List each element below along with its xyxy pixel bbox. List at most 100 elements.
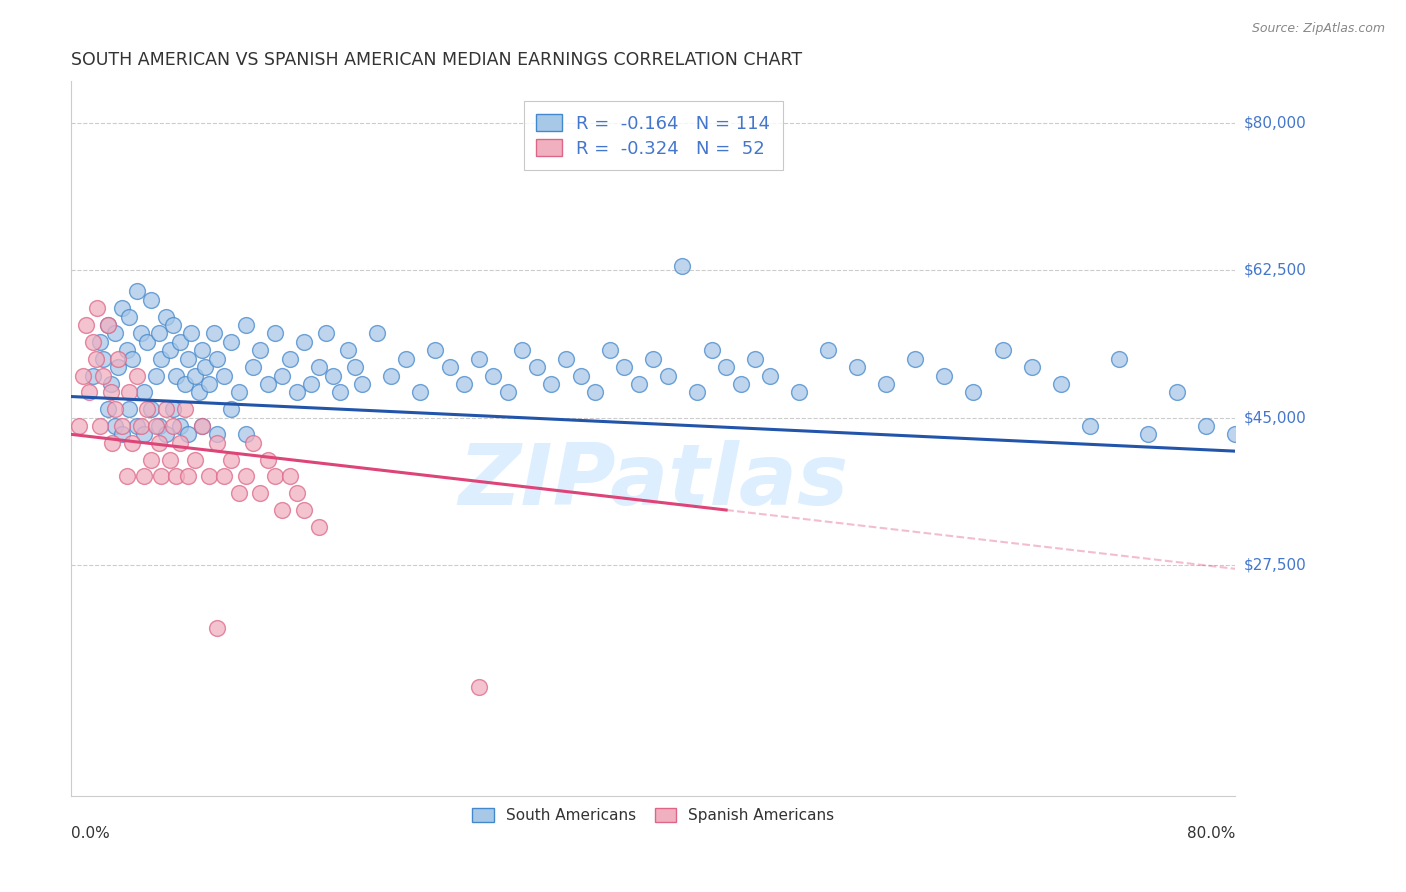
Point	[159, 343, 181, 358]
Point	[97, 318, 120, 332]
Point	[744, 351, 766, 366]
Text: ZIPatlas: ZIPatlas	[458, 440, 848, 523]
Legend: South Americans, Spanish Americans: South Americans, Spanish Americans	[465, 800, 842, 831]
Point	[934, 368, 956, 383]
Point	[991, 343, 1014, 358]
Point	[100, 376, 122, 391]
Point	[118, 402, 141, 417]
Point	[82, 334, 104, 349]
Point	[107, 360, 129, 375]
Point	[101, 435, 124, 450]
Point	[121, 435, 143, 450]
Point	[111, 301, 134, 316]
Point	[125, 419, 148, 434]
Point	[730, 376, 752, 391]
Point	[118, 310, 141, 324]
Point	[194, 360, 217, 375]
Point	[104, 326, 127, 341]
Point	[205, 435, 228, 450]
Point	[205, 621, 228, 635]
Point	[221, 334, 243, 349]
Point	[264, 326, 287, 341]
Point	[176, 469, 198, 483]
Point	[91, 368, 114, 383]
Point	[583, 385, 606, 400]
Point	[148, 419, 170, 434]
Point	[176, 427, 198, 442]
Point	[159, 452, 181, 467]
Point	[141, 452, 163, 467]
Point	[148, 435, 170, 450]
Point	[118, 385, 141, 400]
Point	[1021, 360, 1043, 375]
Point	[173, 376, 195, 391]
Point	[366, 326, 388, 341]
Point	[132, 427, 155, 442]
Point	[555, 351, 578, 366]
Point	[308, 520, 330, 534]
Point	[129, 326, 152, 341]
Point	[496, 385, 519, 400]
Point	[111, 419, 134, 434]
Point	[132, 469, 155, 483]
Point	[205, 427, 228, 442]
Point	[155, 402, 177, 417]
Point	[292, 503, 315, 517]
Point	[467, 351, 489, 366]
Point	[249, 486, 271, 500]
Point	[145, 419, 167, 434]
Text: $62,500: $62,500	[1244, 263, 1306, 278]
Point	[100, 385, 122, 400]
Point	[329, 385, 352, 400]
Point	[162, 318, 184, 332]
Point	[135, 334, 157, 349]
Text: $45,000: $45,000	[1244, 410, 1306, 425]
Point	[75, 318, 97, 332]
Point	[409, 385, 432, 400]
Point	[292, 334, 315, 349]
Point	[205, 351, 228, 366]
Point	[107, 351, 129, 366]
Point	[104, 419, 127, 434]
Point	[242, 360, 264, 375]
Point	[180, 326, 202, 341]
Point	[613, 360, 636, 375]
Point	[221, 452, 243, 467]
Point	[299, 376, 322, 391]
Point	[165, 469, 187, 483]
Point	[155, 310, 177, 324]
Point	[135, 402, 157, 417]
Point	[271, 503, 294, 517]
Point	[155, 427, 177, 442]
Point	[1195, 419, 1218, 434]
Point	[700, 343, 723, 358]
Point	[569, 368, 592, 383]
Point	[82, 368, 104, 383]
Point	[1225, 427, 1247, 442]
Point	[278, 469, 301, 483]
Point	[145, 368, 167, 383]
Point	[132, 385, 155, 400]
Point	[686, 385, 709, 400]
Point	[714, 360, 737, 375]
Point	[758, 368, 780, 383]
Point	[599, 343, 621, 358]
Point	[671, 259, 693, 273]
Point	[875, 376, 897, 391]
Point	[315, 326, 337, 341]
Point	[150, 351, 173, 366]
Point	[817, 343, 839, 358]
Point	[467, 680, 489, 694]
Point	[111, 427, 134, 442]
Point	[89, 334, 111, 349]
Point	[1137, 427, 1160, 442]
Point	[141, 402, 163, 417]
Point	[150, 469, 173, 483]
Point	[787, 385, 810, 400]
Point	[169, 419, 191, 434]
Point	[228, 385, 250, 400]
Point	[235, 469, 257, 483]
Point	[191, 419, 214, 434]
Point	[162, 419, 184, 434]
Point	[904, 351, 927, 366]
